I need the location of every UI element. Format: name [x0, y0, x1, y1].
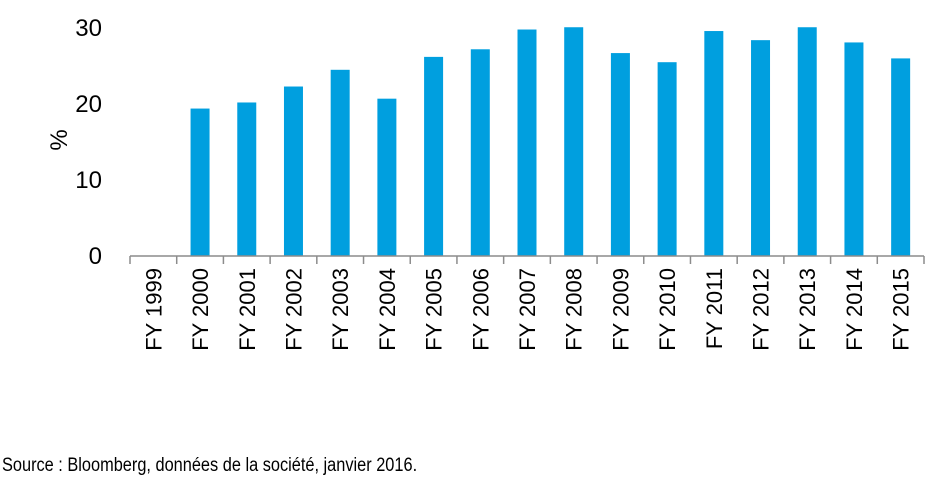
x-tick-label: FY 2003: [328, 268, 353, 351]
x-tick-label: FY 2012: [749, 268, 774, 351]
bar: [283, 86, 303, 257]
bar: [610, 53, 630, 256]
bar: [190, 108, 210, 256]
bar: [797, 27, 817, 256]
y-tick-label: 30: [75, 15, 102, 42]
x-tick-label: FY 2013: [795, 268, 820, 351]
bar: [844, 42, 864, 256]
x-tick-label: FY 2005: [422, 268, 447, 351]
bar: [237, 102, 257, 256]
bar: [891, 58, 911, 257]
x-tick-label: FY 2006: [468, 268, 493, 351]
bar: [424, 56, 444, 256]
x-tick-label: FY 2002: [281, 268, 306, 351]
x-axis: FY 1999 FY 2000 FY 2001 FY 2002 FY 2003 FY 20…: [129, 255, 925, 351]
bar: [330, 69, 350, 256]
x-tick-label: FY 2009: [608, 268, 633, 351]
bar: [704, 31, 724, 257]
bar: [517, 29, 537, 256]
x-tick-label: FY 1999: [141, 268, 166, 351]
x-tick-label: FY 2001: [235, 268, 260, 351]
y-tick-label: 0: [89, 243, 102, 270]
x-tick-label: FY 2015: [889, 268, 914, 351]
x-tick-label: FY 2014: [842, 268, 867, 351]
source-note: Source : Bloomberg, données de la sociét…: [2, 455, 418, 476]
x-tick-label: FY 2010: [655, 268, 680, 351]
x-tick-label: FY 2008: [562, 268, 587, 351]
bar: [470, 49, 490, 256]
x-tick-label: FY 2004: [375, 268, 400, 351]
x-tick-label: FY 2000: [188, 268, 213, 351]
bar: [377, 98, 397, 257]
bars: [190, 27, 911, 257]
bar: [751, 40, 771, 256]
x-tick-label: FY 2011: [702, 268, 727, 349]
y-axis: 0 10 20 30: [75, 15, 102, 270]
bar: [657, 62, 677, 257]
y-tick-label: 20: [75, 91, 102, 118]
bar: [564, 27, 584, 256]
y-tick-label: 10: [75, 167, 102, 194]
y-axis-label: %: [46, 129, 73, 150]
x-tick-label: FY 2007: [515, 268, 540, 351]
